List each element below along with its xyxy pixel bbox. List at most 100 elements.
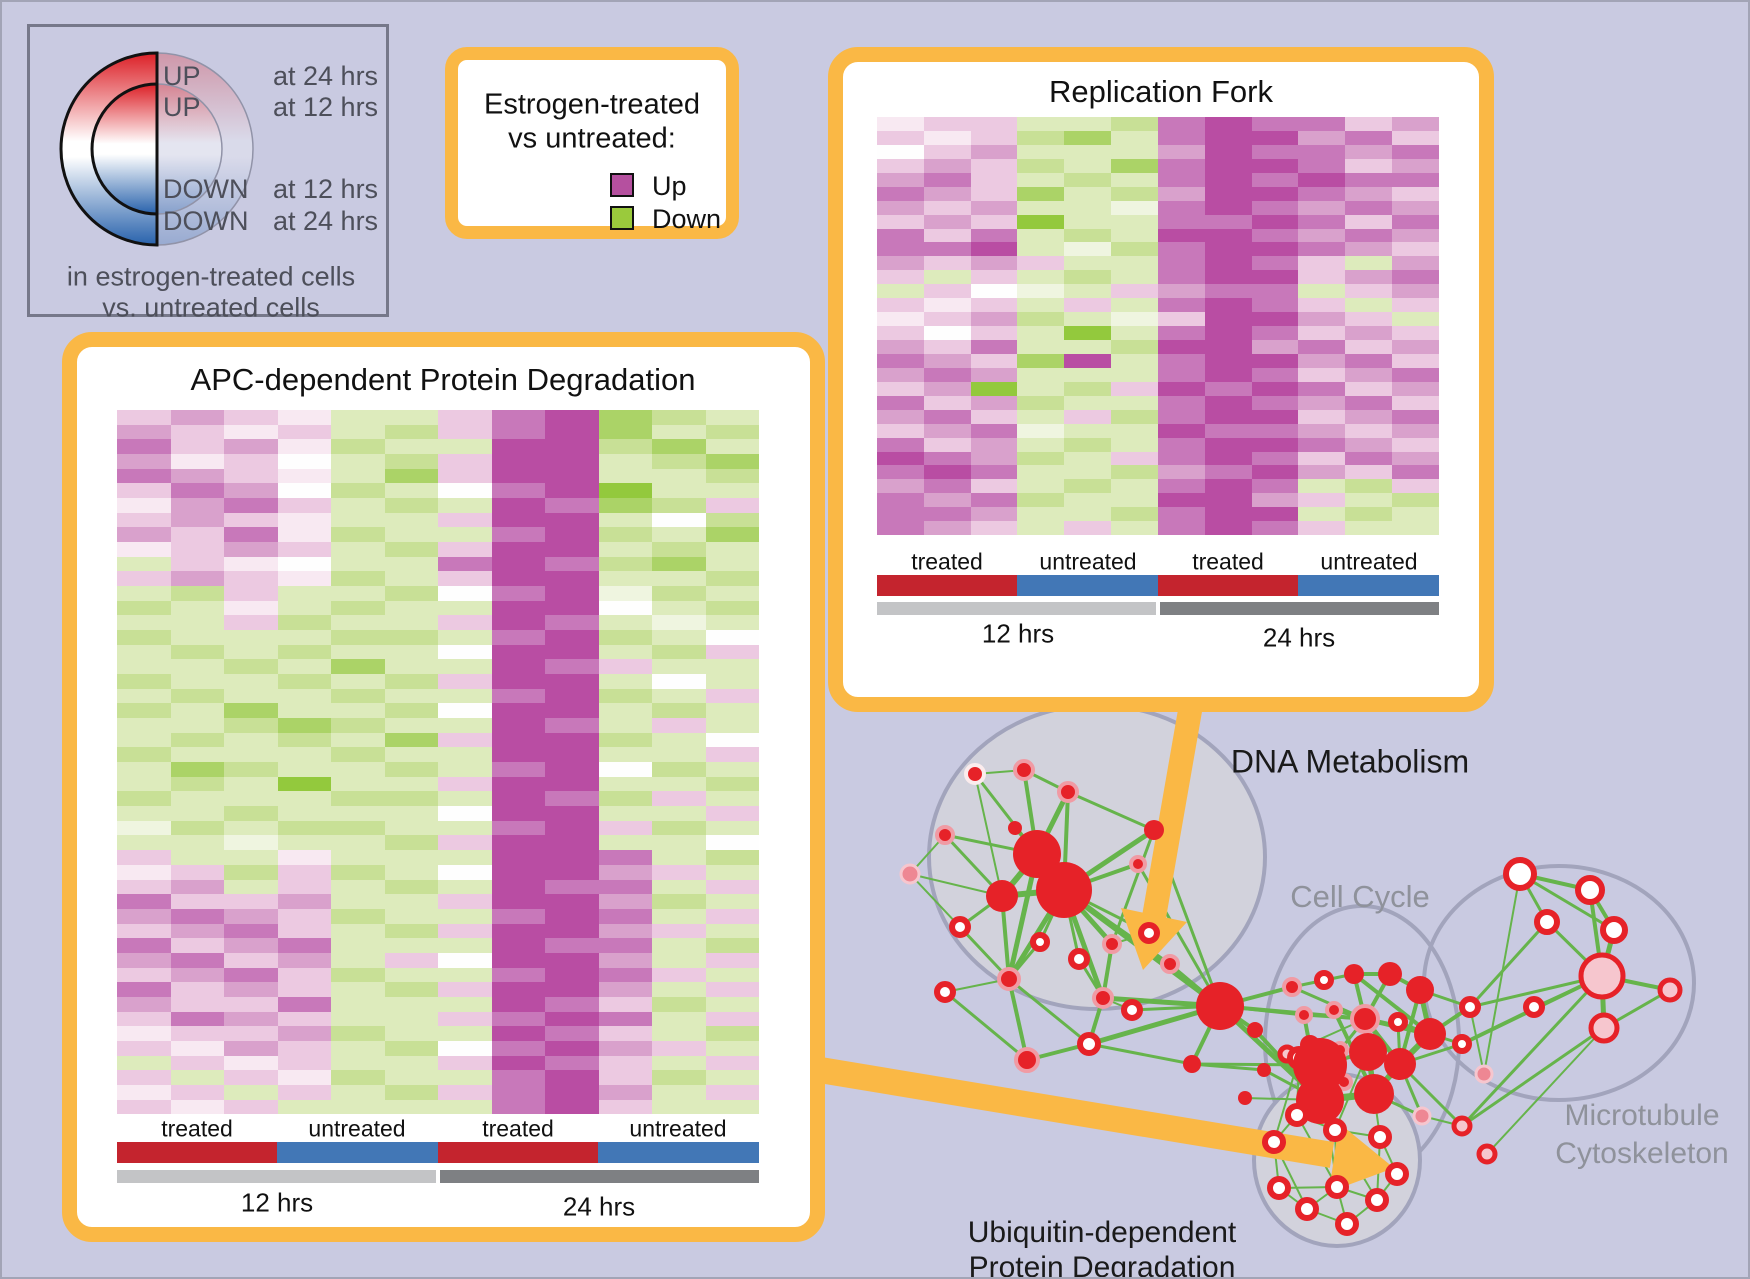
gene-node-d5	[1523, 996, 1545, 1018]
heatmap-cell	[277, 527, 331, 543]
heatmap-cell	[1111, 340, 1158, 354]
heatmap-cell	[491, 586, 545, 601]
heatmap-cell	[384, 894, 438, 909]
heatmap-cell	[652, 908, 706, 924]
heatmap-cell	[224, 659, 278, 675]
gene-node-c5	[1476, 1143, 1498, 1165]
gene-node-b3	[1378, 962, 1402, 986]
heatmap-cell	[598, 835, 652, 851]
heatmap-cell	[652, 703, 706, 719]
heatmap-cell	[224, 498, 278, 513]
heatmap-cell	[652, 864, 706, 880]
heatmap-cell	[1298, 172, 1346, 187]
heatmap-cell	[545, 439, 599, 455]
heatmap-cell	[598, 615, 652, 631]
heatmap-cell	[1392, 340, 1439, 354]
heatmap-cell	[384, 600, 438, 616]
heatmap-cell	[170, 1070, 224, 1085]
heatmap-cell	[1204, 507, 1252, 522]
heatmap-cell	[384, 615, 438, 631]
gene-node-d4	[1578, 952, 1626, 1000]
heatmap-cell	[224, 776, 278, 792]
heatmap-cell	[117, 644, 171, 660]
heatmap-cell	[384, 556, 438, 572]
heatmap-cell	[705, 718, 759, 733]
heatmap-cell	[277, 483, 331, 499]
heatmap-cell	[923, 381, 971, 396]
heatmap-row	[117, 835, 759, 851]
heatmap-cell	[1111, 395, 1158, 410]
heatmap-cell	[117, 718, 171, 733]
label-cell-cycle: Cell Cycle	[1290, 879, 1430, 914]
heatmap-cell	[224, 483, 278, 499]
gene-node-d3	[1600, 916, 1628, 944]
ring-row-dir: DOWN	[163, 174, 249, 204]
heatmap-cell	[970, 270, 1018, 285]
heatmap-cell	[598, 806, 652, 821]
heatmap-cell	[1345, 228, 1393, 243]
heatmap-cell	[170, 776, 224, 792]
heatmap-cell	[277, 1011, 331, 1027]
heatmap-cell	[1064, 117, 1112, 131]
apc-cond-label: untreated	[629, 1115, 727, 1142]
heatmap-row	[877, 367, 1439, 382]
heatmap-cell	[1064, 507, 1112, 522]
heatmap-cell	[652, 468, 706, 484]
heatmap-cell	[598, 996, 652, 1012]
heatmap-cell	[1251, 242, 1299, 257]
heatmap-cell	[384, 659, 438, 675]
heatmap-cell	[877, 284, 924, 299]
heatmap-cell	[970, 507, 1018, 522]
heatmap-cell	[598, 982, 652, 997]
heatmap-cell	[923, 493, 971, 508]
heatmap-cell	[877, 214, 924, 229]
heatmap-cell	[1345, 479, 1393, 494]
heatmap-cell	[438, 894, 492, 909]
heatmap-row	[117, 952, 759, 968]
heatmap-cell	[1392, 326, 1439, 340]
heatmap-cell	[1345, 186, 1393, 201]
heatmap-cell	[545, 410, 599, 425]
heatmap-cell	[1251, 423, 1299, 438]
gene-node-a1	[1013, 759, 1035, 781]
heatmap-cell	[923, 117, 971, 131]
heatmap-cell	[277, 512, 331, 528]
heatmap-cell	[970, 256, 1018, 271]
heatmap-cell	[1392, 284, 1439, 299]
heatmap-cell	[224, 967, 278, 983]
network-edge	[1461, 1026, 1605, 1128]
heatmap-cell	[705, 1070, 759, 1085]
heatmap-cell	[705, 732, 759, 748]
heatmap-cell	[545, 1026, 599, 1041]
heatmap-cell	[170, 512, 224, 528]
heatmap-cell	[877, 228, 924, 243]
heatmap-cell	[438, 1055, 492, 1071]
heatmap-cell	[331, 1099, 385, 1115]
heatmap-cell	[1157, 200, 1205, 215]
heatmap-cell	[877, 158, 924, 173]
heatmap-cell	[705, 512, 759, 528]
heatmap-cell	[923, 270, 971, 285]
heatmap-cell	[1298, 256, 1346, 271]
heatmap-row	[117, 776, 759, 792]
heatmap-cell	[277, 1040, 331, 1056]
heatmap-cell	[1157, 465, 1205, 480]
heatmap-cell	[224, 439, 278, 455]
heatmap-cell	[1017, 228, 1065, 243]
network-edge	[1110, 829, 1156, 945]
heatmap-cell	[652, 967, 706, 983]
gene-node-b9	[1414, 1018, 1446, 1050]
heatmap-cell	[1204, 353, 1252, 368]
heatmap-cell	[923, 367, 971, 382]
heatmap-cell	[224, 923, 278, 939]
heatmap-row	[877, 214, 1439, 229]
heatmap-row	[117, 967, 759, 983]
gene-node-a3	[1008, 821, 1022, 835]
gene-node-d7	[1657, 977, 1683, 1003]
apc-cond-label: treated	[161, 1115, 233, 1142]
rf-24hr-bar	[1160, 602, 1439, 615]
heatmap-cell	[1392, 214, 1439, 229]
heatmap-cell	[170, 1026, 224, 1041]
heatmap-cell	[170, 747, 224, 763]
heatmap-cell	[598, 894, 652, 909]
